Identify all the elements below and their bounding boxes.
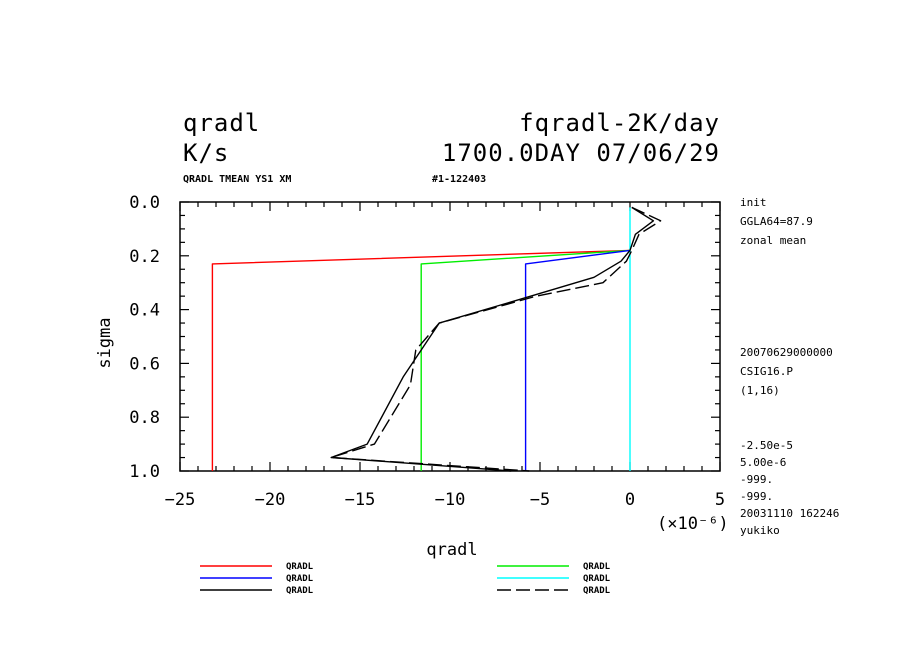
x-tick-label: 5 [715,490,725,510]
series-line-1 [211,249,631,471]
x-tick-label: −20 [255,490,286,510]
legend-label-2: QRADL [583,562,611,572]
tick-labels: −25 −20 −15 −10 −5 0 5 0.0 0.2 0.4 0.6 0.8 1.0 [129,193,725,510]
series-line-5 [330,206,655,472]
series-line-3 [524,249,631,471]
x-tick-label: −15 [345,490,376,510]
side-label-bottom: 20031110 162246 [740,507,839,520]
side-label-bottom: -999. [740,473,773,486]
side-label-bottom: -2.50e-5 [740,439,793,452]
side-label-top: init [740,196,767,209]
y-tick-label: 0.0 [129,193,160,213]
y-tick-label: 0.8 [129,408,160,428]
x-scale-label: (×10⁻⁶) [657,514,729,534]
right-subtitle: 1700.0DAY 07/06/29 [442,139,720,167]
legend: QRADL QRADL QRADL QRADL QRADL QRADL [200,562,611,596]
units-label: K/s [183,139,229,167]
side-label-middle: 20070629000000 [740,346,833,359]
side-label-bottom: 5.00e-6 [740,456,786,469]
side-label-middle: (1,16) [740,384,780,397]
x-tick-label: −25 [165,490,196,510]
legend-label-4: QRADL [583,574,611,584]
series-group [211,206,662,472]
legend-label-1: QRADL [286,562,314,572]
axis-ticks [179,201,721,472]
right-title: fqradl-2K/day [519,109,720,137]
plot-border [179,201,721,472]
y-axis-label: sigma [95,317,115,368]
side-label-bottom: -999. [740,490,773,503]
x-tick-label: 0 [625,490,635,510]
variable-name: qradl [183,109,260,137]
y-tick-label: 0.2 [129,247,160,267]
side-label-top: GGLA64=87.9 [740,215,813,228]
legend-label-3: QRADL [286,574,314,584]
legend-label-5: QRADL [286,586,314,596]
legend-label-6: QRADL [583,586,611,596]
x-axis-label: qradl [426,540,477,560]
info-right: #1-122403 [432,174,486,185]
info-left: QRADL TMEAN YS1 XM [183,174,291,185]
x-tick-label: −10 [435,490,466,510]
y-tick-label: 1.0 [129,462,160,482]
plot-frame [179,201,721,472]
series-line-2 [420,249,631,471]
series-line-6 [330,206,662,472]
x-tick-label: −5 [530,490,550,510]
side-label-bottom: yukiko [740,524,780,537]
side-label-top: zonal mean [740,234,806,247]
y-tick-label: 0.4 [129,301,160,321]
side-label-middle: CSIG16.P [740,365,793,378]
y-tick-label: 0.6 [129,354,160,374]
side-labels: init GGLA64=87.9 zonal mean 20070629000000 C… [740,196,839,537]
